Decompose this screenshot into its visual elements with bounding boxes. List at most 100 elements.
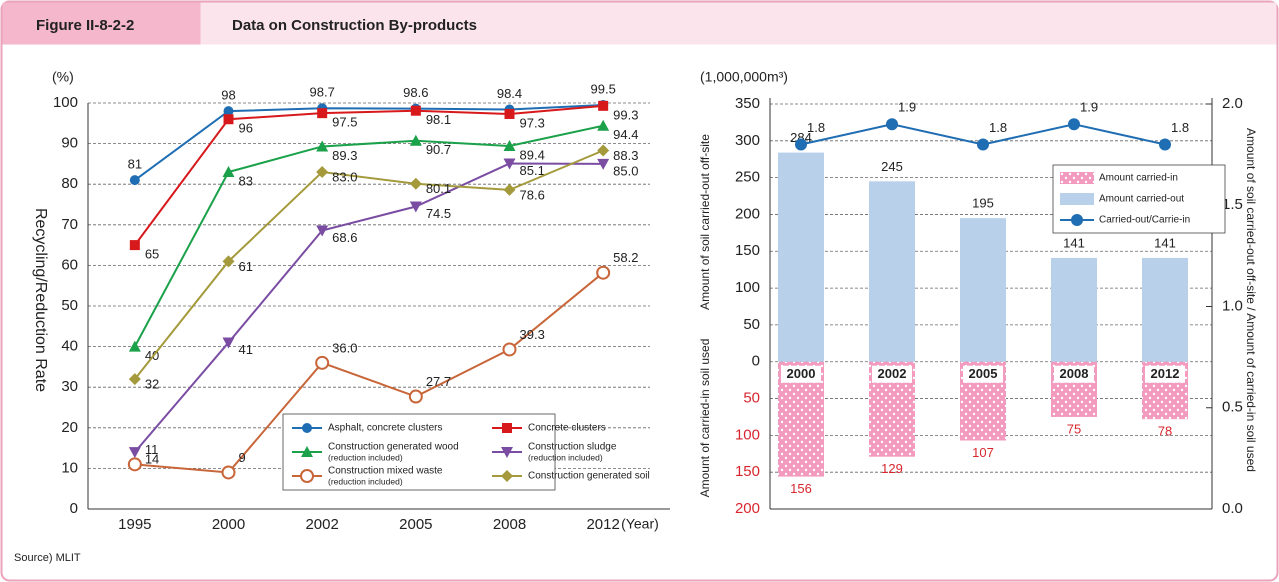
marker xyxy=(409,177,422,190)
y-tick-label: 80 xyxy=(61,175,78,192)
legend-swatch xyxy=(1060,172,1094,184)
data-label: 99.5 xyxy=(591,81,616,96)
legend-marker xyxy=(302,423,312,433)
y-tick-label: 0 xyxy=(752,353,760,370)
data-label: 83 xyxy=(239,173,253,188)
data-label: 89.4 xyxy=(520,147,545,162)
data-label: 83.0 xyxy=(332,169,357,184)
y-tick-label: 150 xyxy=(735,463,760,480)
data-label: 98.7 xyxy=(310,85,335,100)
data-label: 1.8 xyxy=(807,120,825,135)
y-tick-label: 10 xyxy=(61,459,78,476)
data-label: 1.9 xyxy=(1080,100,1098,115)
legend-note: (reduction included) xyxy=(328,452,403,462)
marker xyxy=(129,240,140,251)
data-label: 9 xyxy=(239,450,246,465)
marker xyxy=(222,255,235,268)
marker xyxy=(223,114,234,125)
marker xyxy=(127,457,142,472)
y-axis-label: Amount of carried-in soil used xyxy=(698,339,712,498)
y-tick-label: 300 xyxy=(735,132,760,149)
legend-label: Carried-out/Carrie-in xyxy=(1099,215,1190,226)
series-line xyxy=(134,104,604,246)
data-label: 98.1 xyxy=(426,112,451,127)
marker xyxy=(409,134,422,146)
marker xyxy=(316,140,329,152)
bar xyxy=(1142,257,1188,362)
data-label: 74.5 xyxy=(426,206,451,221)
marker xyxy=(223,106,234,117)
data-label: 284 xyxy=(790,130,812,145)
y2-axis-label: Amount of soil carried-out off-site / Am… xyxy=(1244,128,1258,472)
marker xyxy=(129,175,140,186)
y-tick-label: 200 xyxy=(735,205,760,222)
data-label: 141 xyxy=(1063,235,1085,250)
category-box xyxy=(872,365,912,383)
data-label: 27.7 xyxy=(426,374,451,389)
legend-label: Construction mixed waste xyxy=(328,466,443,477)
figure-number: Figure II-8-2-2 xyxy=(36,17,134,34)
data-label: 99.3 xyxy=(613,107,638,122)
data-label: 58.2 xyxy=(613,250,638,265)
legend-note: (reduction included) xyxy=(528,452,603,462)
y-tick-label: 30 xyxy=(61,378,78,395)
marker xyxy=(316,225,329,237)
y2-tick-label: 2.0 xyxy=(1222,95,1243,112)
y-tick-label: 50 xyxy=(743,316,760,333)
marker xyxy=(596,265,611,280)
y-tick-label: 50 xyxy=(61,297,78,314)
source: Source) MLIT xyxy=(14,552,81,564)
data-label: 98.4 xyxy=(497,86,522,101)
data-label: 11 xyxy=(145,442,159,457)
header-band xyxy=(2,2,1277,45)
marker xyxy=(222,166,235,178)
data-label: 89.3 xyxy=(332,148,357,163)
x-tick-label: 2005 xyxy=(969,366,998,381)
legend-marker xyxy=(502,423,512,433)
marker xyxy=(128,447,141,459)
y-tick-label: 250 xyxy=(735,169,760,186)
data-label: 78.6 xyxy=(520,187,545,202)
data-label: 129 xyxy=(881,461,903,476)
legend-marker xyxy=(300,469,314,483)
x-tick-label: 2005 xyxy=(399,516,432,533)
marker xyxy=(1068,118,1080,131)
marker xyxy=(409,201,422,213)
category-box xyxy=(1145,365,1185,383)
legend-marker xyxy=(1071,214,1083,226)
series-line xyxy=(134,149,604,380)
series-line xyxy=(134,271,604,474)
bar xyxy=(960,218,1006,362)
x-unit: (Year) xyxy=(621,516,659,532)
y-tick-label: 60 xyxy=(61,256,78,273)
y-tick-label: 50 xyxy=(743,390,760,407)
y-axis-label: Amount of soil carried-out off-site xyxy=(698,134,712,310)
category-box xyxy=(1054,365,1094,383)
data-label: 97.3 xyxy=(520,115,545,130)
data-label: 156 xyxy=(790,481,812,496)
x-tick-label: 2002 xyxy=(305,516,338,533)
data-label: 68.6 xyxy=(332,230,357,245)
x-tick-label: 1995 xyxy=(118,516,151,533)
y-tick-label: 350 xyxy=(735,95,760,112)
marker xyxy=(222,337,235,349)
data-label: 90.7 xyxy=(426,142,451,157)
marker xyxy=(597,144,610,157)
legend-swatch xyxy=(1060,193,1094,205)
x-tick-label: 2012 xyxy=(586,516,619,533)
marker xyxy=(1159,138,1171,151)
data-label: 1.9 xyxy=(898,100,916,115)
y-unit: (1,000,000m³) xyxy=(700,69,788,85)
series-line xyxy=(134,162,604,453)
legend-label: Construction generated soil xyxy=(528,471,650,482)
y-tick-label: 40 xyxy=(61,338,78,355)
data-label: 195 xyxy=(972,196,994,211)
y-tick-label: 150 xyxy=(735,242,760,259)
data-label: 88.3 xyxy=(613,148,638,163)
x-tick-label: 2002 xyxy=(878,366,907,381)
data-label: 141 xyxy=(1154,235,1176,250)
marker xyxy=(504,108,515,119)
x-tick-label: 2008 xyxy=(493,516,526,533)
legend-marker xyxy=(501,447,513,458)
